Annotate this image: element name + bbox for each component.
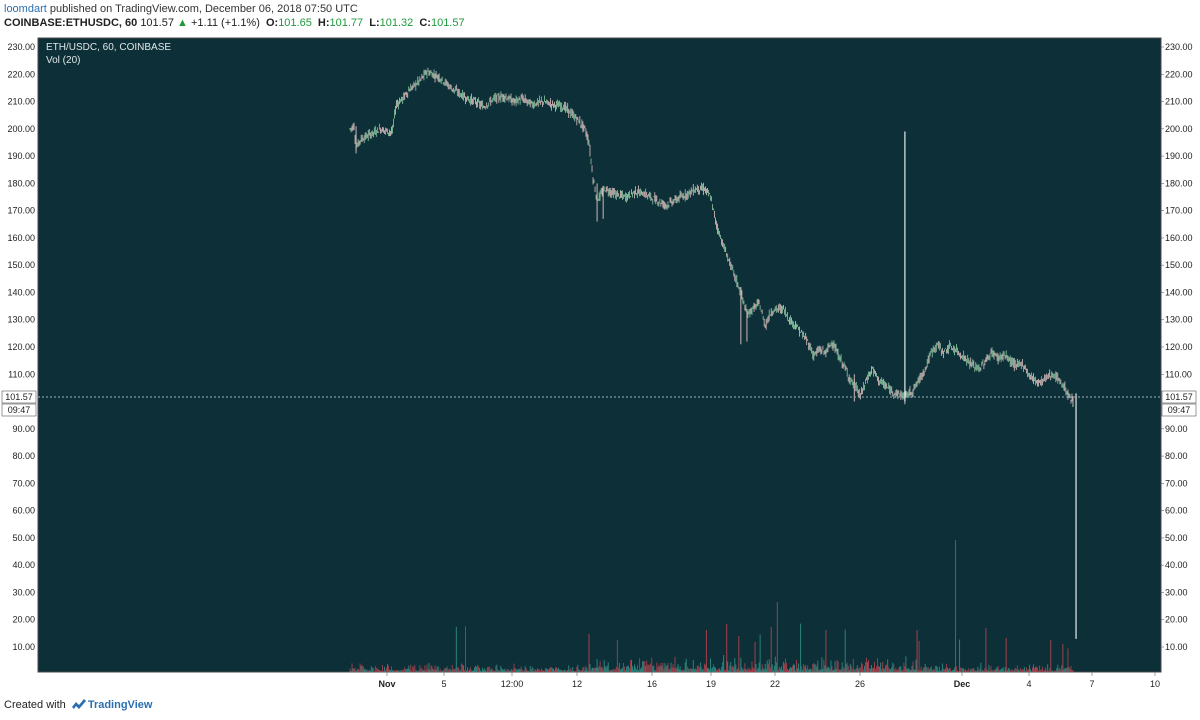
y-tick-right: 30.00 (1165, 587, 1188, 597)
y-tick-right: 20.00 (1165, 615, 1188, 625)
x-tick-label: Nov (378, 679, 395, 689)
open-value: 101.65 (278, 17, 312, 29)
price-candles (349, 67, 1074, 407)
y-tick-left: 30.00 (12, 587, 35, 597)
volume-bars (349, 540, 1074, 672)
y-tick-left: 210.00 (7, 97, 35, 107)
y-tick-right: 150.00 (1165, 260, 1193, 270)
x-tick-label: 7 (1089, 679, 1094, 689)
y-tick-left: 200.00 (7, 124, 35, 134)
price-label-right-countdown: 09:47 (1168, 405, 1191, 415)
created-with-text: Created with (4, 699, 66, 711)
y-tick-right: 70.00 (1165, 478, 1188, 488)
y-tick-right: 60.00 (1165, 506, 1188, 516)
price-spikes (904, 131, 1077, 639)
y-tick-right: 180.00 (1165, 178, 1193, 188)
footer: Created with TradingView (4, 699, 152, 711)
x-tick-label: Dec (954, 679, 971, 689)
y-tick-right: 160.00 (1165, 233, 1193, 243)
tradingview-brand[interactable]: TradingView (87, 699, 153, 711)
x-tick-label: 26 (855, 679, 865, 689)
published-text: published on TradingView.com, December 0… (49, 3, 358, 15)
x-tick-label: 10 (1150, 679, 1160, 689)
open-label: O: (265, 17, 279, 29)
legend-volume: Vol (20) (46, 55, 80, 66)
y-tick-right: 130.00 (1165, 315, 1193, 325)
y-tick-left: 80.00 (12, 451, 35, 461)
y-tick-left: 50.00 (12, 533, 35, 543)
y-tick-right: 10.00 (1165, 642, 1188, 652)
close-value: 101.57 (430, 17, 465, 29)
price-label-left-value: 101.57 (5, 392, 33, 402)
y-tick-right: 190.00 (1165, 151, 1193, 161)
y-tick-left: 150.00 (7, 260, 35, 270)
y-tick-left: 130.00 (7, 315, 35, 325)
y-tick-left: 110.00 (8, 369, 35, 379)
y-tick-left: 10.00 (12, 642, 35, 652)
ohlc-line: COINBASE:ETHUSDC, 60 101.57 ▲ +1.11 (+1.… (4, 17, 465, 29)
y-tick-right: 140.00 (1165, 287, 1193, 297)
price-change: +1.11 (+1.1%) (190, 17, 260, 29)
plot-background (38, 38, 1161, 672)
y-tick-left: 160.00 (7, 233, 35, 243)
y-tick-right: 80.00 (1165, 451, 1188, 461)
y-tick-left: 230.00 (7, 42, 35, 52)
y-tick-right: 170.00 (1165, 206, 1193, 216)
y-tick-right: 120.00 (1165, 342, 1193, 352)
y-tick-left: 60.00 (12, 506, 35, 516)
y-tick-right: 90.00 (1165, 424, 1188, 434)
low-label: L: (369, 17, 380, 29)
price-label-left: 101.57 09:47 (1, 390, 37, 417)
x-tick-label: 16 (647, 679, 657, 689)
y-axis-right: 230.00 220.00 210.00 200.00 190.00 180.00 170.… (1161, 42, 1193, 652)
x-tick-label: 12:00 (501, 679, 524, 689)
y-tick-left: 140.00 (7, 287, 35, 297)
y-tick-left: 70.00 (12, 478, 35, 488)
price-label-right-value: 101.57 (1165, 392, 1193, 402)
close-label: C: (419, 17, 431, 29)
y-tick-left: 220.00 (7, 69, 35, 79)
tradingview-logo-icon (71, 699, 86, 709)
x-tick-label: 5 (441, 679, 446, 689)
author-link[interactable]: loomdart (4, 3, 47, 15)
up-triangle-icon: ▲ (177, 17, 188, 29)
price-chart[interactable]: 230.00 220.00 210.00 200.00 190.00 180.00 170.… (0, 36, 1200, 690)
y-tick-left: 180.00 (7, 178, 35, 188)
y-tick-right: 50.00 (1165, 533, 1188, 543)
x-tick-label: 19 (706, 679, 716, 689)
y-tick-left: 120.00 (7, 342, 35, 352)
price-label-right: 101.57 09:47 (1161, 390, 1197, 417)
x-axis: Nov 5 12:00 12 16 19 22 26 Dec 4 7 10 (378, 672, 1160, 689)
publish-info: loomdart published on TradingView.com, D… (4, 3, 358, 15)
y-tick-left: 20.00 (12, 615, 35, 625)
y-tick-right: 110.00 (1165, 369, 1192, 379)
symbol-label: COINBASE:ETHUSDC, 60 (4, 17, 138, 29)
high-label: H: (317, 17, 330, 29)
y-tick-right: 210.00 (1165, 97, 1193, 107)
y-tick-right: 230.00 (1165, 42, 1193, 52)
y-tick-left: 190.00 (7, 151, 35, 161)
high-value: 101.77 (329, 17, 364, 29)
low-value: 101.32 (379, 17, 414, 29)
y-axis-left: 230.00 220.00 210.00 200.00 190.00 180.00 170.… (7, 42, 35, 652)
y-tick-left: 90.00 (12, 424, 35, 434)
x-tick-label: 12 (572, 679, 582, 689)
y-tick-right: 220.00 (1165, 69, 1193, 79)
y-tick-left: 40.00 (12, 560, 35, 570)
y-tick-right: 200.00 (1165, 124, 1193, 134)
chart-area[interactable]: 230.00 220.00 210.00 200.00 190.00 180.00 170.… (0, 36, 1200, 690)
x-tick-label: 4 (1026, 679, 1031, 689)
y-tick-right: 40.00 (1165, 560, 1188, 570)
last-price: 101.57 (140, 17, 174, 29)
x-tick-label: 22 (770, 679, 780, 689)
y-tick-left: 170.00 (7, 206, 35, 216)
legend-symbol: ETH/USDC, 60, COINBASE (46, 42, 171, 53)
price-label-left-countdown: 09:47 (8, 405, 31, 415)
